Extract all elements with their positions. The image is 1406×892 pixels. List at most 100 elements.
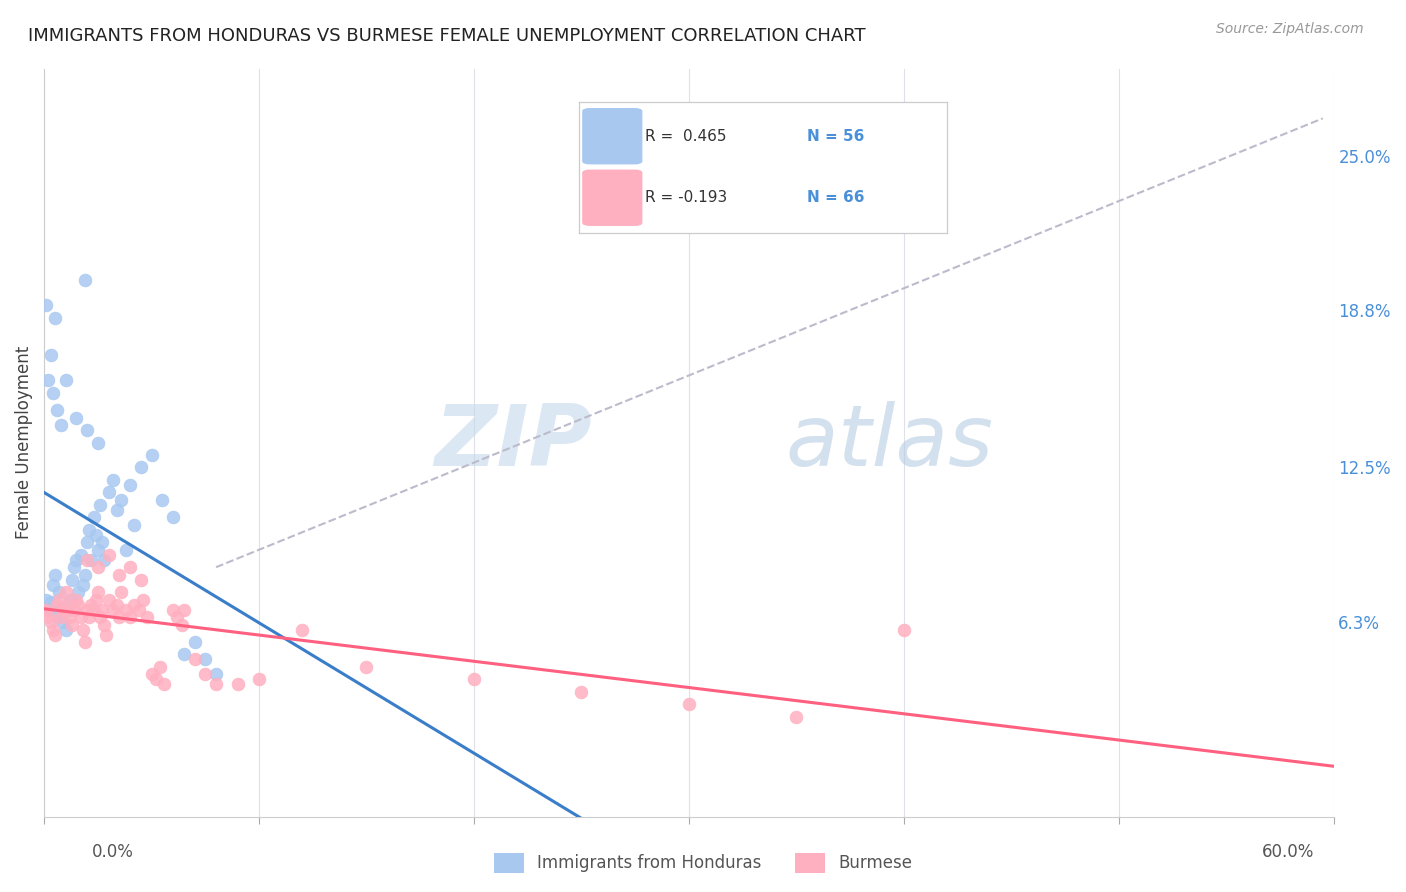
Point: [72, 623, 94, 637]
Point: [173, 648, 195, 662]
Point: [35, 602, 58, 616]
Point: [67, 585, 90, 599]
Point: [39, 595, 62, 609]
Point: [41, 577, 63, 591]
Point: [77, 610, 100, 624]
Point: [205, 677, 228, 691]
Point: [226, 677, 249, 691]
Point: [46, 610, 69, 624]
Point: [44, 627, 66, 641]
Point: [93, 617, 115, 632]
Point: [97, 592, 120, 607]
Point: [48, 592, 70, 607]
Point: [41, 623, 63, 637]
Point: [84, 592, 107, 607]
Point: [37, 610, 59, 624]
Point: [105, 503, 128, 517]
Point: [60, 573, 83, 587]
Point: [785, 710, 807, 724]
Point: [145, 673, 167, 687]
Point: [65, 410, 87, 425]
Point: [80, 598, 103, 612]
Point: [89, 498, 111, 512]
Point: [108, 610, 131, 624]
Point: [124, 517, 146, 532]
Point: [46, 403, 69, 417]
Point: [128, 602, 150, 616]
Point: [291, 623, 314, 637]
Point: [83, 510, 105, 524]
Point: [69, 548, 91, 562]
Text: IMMIGRANTS FROM HONDURAS VS BURMESE FEMALE UNEMPLOYMENT CORRELATION CHART: IMMIGRANTS FROM HONDURAS VS BURMESE FEMA…: [28, 27, 866, 45]
Text: atlas: atlas: [786, 401, 994, 484]
Point: [87, 542, 110, 557]
Point: [60, 617, 83, 632]
Point: [67, 598, 90, 612]
Point: [65, 592, 87, 607]
Point: [48, 585, 70, 599]
Point: [166, 610, 188, 624]
Point: [87, 560, 110, 574]
Point: [120, 610, 142, 624]
Point: [84, 528, 107, 542]
Point: [73, 273, 96, 287]
Point: [893, 623, 915, 637]
Point: [83, 602, 105, 616]
Point: [35, 298, 58, 312]
Point: [73, 567, 96, 582]
Point: [101, 602, 124, 616]
Point: [129, 573, 152, 587]
Point: [55, 623, 77, 637]
Point: [194, 652, 217, 666]
Text: ZIP: ZIP: [434, 401, 592, 484]
Text: Source: ZipAtlas.com: Source: ZipAtlas.com: [1216, 22, 1364, 37]
Point: [91, 535, 114, 549]
Point: [162, 602, 184, 616]
Point: [136, 610, 159, 624]
Point: [52, 602, 75, 616]
Point: [129, 460, 152, 475]
Point: [89, 610, 111, 624]
Point: [41, 385, 63, 400]
Point: [76, 552, 98, 566]
Point: [183, 635, 205, 649]
Point: [55, 373, 77, 387]
Point: [37, 602, 59, 616]
Point: [153, 677, 176, 691]
Point: [97, 485, 120, 500]
Point: [150, 492, 173, 507]
Point: [170, 617, 193, 632]
Point: [97, 548, 120, 562]
Point: [678, 698, 700, 712]
Point: [87, 585, 110, 599]
Point: [76, 535, 98, 549]
Point: [463, 673, 485, 687]
Point: [132, 592, 155, 607]
Point: [51, 600, 73, 615]
Point: [247, 673, 270, 687]
Point: [69, 610, 91, 624]
Point: [120, 478, 142, 492]
Point: [120, 560, 142, 574]
Point: [149, 660, 172, 674]
Point: [114, 602, 136, 616]
Point: [44, 567, 66, 582]
Point: [91, 602, 114, 616]
Point: [39, 348, 62, 362]
Text: 0.0%: 0.0%: [91, 843, 134, 861]
Point: [55, 585, 77, 599]
Point: [76, 602, 98, 616]
Point: [569, 685, 592, 699]
Point: [194, 667, 217, 681]
Point: [56, 602, 79, 616]
Point: [183, 652, 205, 666]
Point: [73, 635, 96, 649]
Point: [37, 373, 59, 387]
Point: [96, 627, 118, 641]
Point: [46, 598, 69, 612]
Point: [162, 510, 184, 524]
Point: [65, 552, 87, 566]
Text: 60.0%: 60.0%: [1263, 843, 1315, 861]
Point: [72, 577, 94, 591]
Y-axis label: Female Unemployment: Female Unemployment: [15, 346, 32, 539]
